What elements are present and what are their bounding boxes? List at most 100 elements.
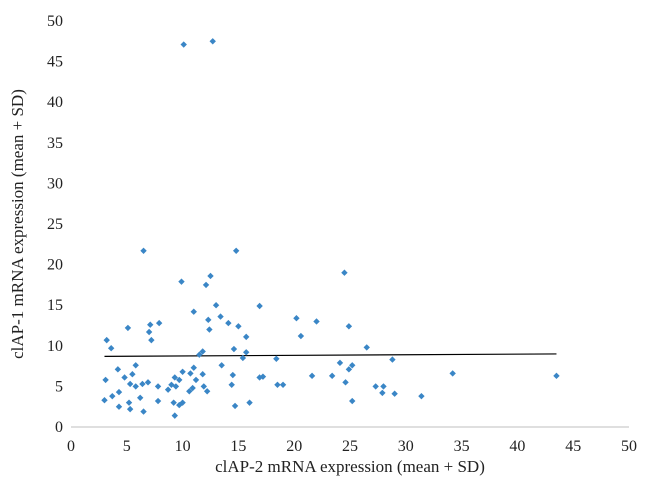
data-point <box>205 316 212 324</box>
data-point <box>178 278 185 285</box>
data-point <box>190 364 197 371</box>
x-tick-label: 10 <box>175 438 191 455</box>
y-axis-title: clAP-1 mRNA expression (mean + SD) <box>8 89 27 359</box>
data-point <box>349 397 356 405</box>
data-point <box>107 345 115 352</box>
data-point <box>180 41 187 48</box>
data-point <box>256 302 263 310</box>
data-point <box>140 408 147 415</box>
y-tick-label: 25 <box>47 216 63 233</box>
data-point <box>102 376 109 384</box>
data-point <box>199 371 206 378</box>
data-point <box>176 376 183 384</box>
data-point <box>239 354 247 362</box>
data-point <box>126 405 134 413</box>
data-point <box>349 362 356 369</box>
y-tick-label: 30 <box>47 175 63 192</box>
data-point <box>391 390 398 397</box>
data-point <box>235 323 242 330</box>
data-point <box>273 355 280 362</box>
data-point <box>154 397 162 405</box>
data-point <box>124 324 132 332</box>
x-tick-label: 35 <box>454 438 470 455</box>
data-point <box>342 379 349 386</box>
x-tick-label: 30 <box>398 438 414 455</box>
data-point <box>145 328 153 336</box>
data-point <box>144 379 152 386</box>
data-point <box>217 313 224 320</box>
x-tick-label: 25 <box>342 438 358 455</box>
data-point <box>125 399 133 406</box>
y-tick-label: 40 <box>47 94 63 111</box>
x-axis-title: clAP-2 mRNA expression (mean + SD) <box>215 457 485 476</box>
data-point <box>115 403 123 410</box>
y-tick-label: 0 <box>55 419 63 436</box>
data-point <box>140 247 147 254</box>
data-point <box>196 351 203 358</box>
data-point <box>148 336 155 344</box>
data-point <box>172 383 180 390</box>
data-point <box>176 401 183 409</box>
data-point <box>345 323 353 330</box>
x-tick-labels: 0 5 10 15 20 25 30 35 40 45 50 <box>67 438 637 455</box>
data-point <box>168 381 175 388</box>
x-tick-label: 50 <box>621 438 637 455</box>
data-point <box>379 389 386 397</box>
data-point <box>187 370 194 377</box>
x-tick-label: 40 <box>509 438 525 455</box>
data-point <box>103 336 110 344</box>
data-point <box>164 386 172 393</box>
data-point <box>449 370 456 377</box>
data-point <box>199 348 206 355</box>
data-point <box>308 372 316 380</box>
data-point <box>171 412 178 419</box>
x-tick-label: 45 <box>565 438 581 455</box>
data-point <box>380 383 387 390</box>
x-tick-label: 5 <box>123 438 131 455</box>
data-point <box>232 247 240 254</box>
trendline <box>104 353 557 357</box>
data-point <box>136 394 144 401</box>
data-point <box>109 392 116 400</box>
data-point <box>200 383 208 390</box>
x-tick-label: 20 <box>286 438 302 455</box>
data-point <box>313 318 320 325</box>
data-point <box>293 314 300 322</box>
data-point <box>129 371 136 378</box>
data-point <box>372 383 379 390</box>
data-point <box>101 397 108 404</box>
data-point <box>207 272 214 280</box>
data-point <box>259 373 267 380</box>
data-point <box>345 366 353 373</box>
data-point <box>341 269 348 276</box>
y-tick-label: 50 <box>47 13 63 30</box>
data-point <box>121 374 128 381</box>
data-point <box>147 321 154 328</box>
data-point <box>389 356 396 363</box>
data-point <box>170 399 177 406</box>
data-point <box>553 372 560 380</box>
y-tick-label: 20 <box>47 257 63 274</box>
data-point <box>243 349 250 356</box>
data-point <box>179 368 186 375</box>
data-point <box>228 381 235 388</box>
y-tick-label: 10 <box>47 338 63 355</box>
data-point <box>229 371 237 379</box>
data-point <box>279 381 287 388</box>
data-point <box>203 388 211 395</box>
data-point <box>206 326 213 333</box>
data-point <box>243 333 250 341</box>
data-point <box>246 399 253 406</box>
data-point <box>154 383 162 390</box>
data-point <box>155 319 163 327</box>
data-point <box>139 380 146 388</box>
data-point <box>230 345 238 353</box>
data-point <box>132 362 139 369</box>
x-tick-label: 15 <box>230 438 246 455</box>
data-point <box>189 384 196 392</box>
data-point <box>297 332 305 340</box>
data-point <box>274 381 281 388</box>
y-tick-label: 15 <box>47 297 63 314</box>
